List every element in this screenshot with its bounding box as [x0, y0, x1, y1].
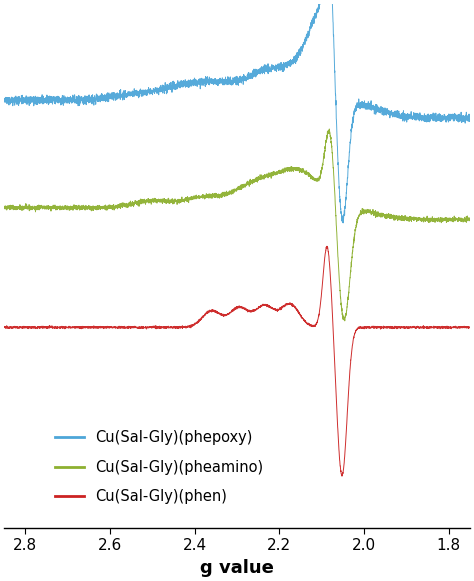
X-axis label: g value: g value — [200, 559, 274, 577]
Legend: Cu(Sal-Gly)(phepoxy), Cu(Sal-Gly)(pheamino), Cu(Sal-Gly)(phen): Cu(Sal-Gly)(phepoxy), Cu(Sal-Gly)(pheami… — [49, 424, 269, 510]
